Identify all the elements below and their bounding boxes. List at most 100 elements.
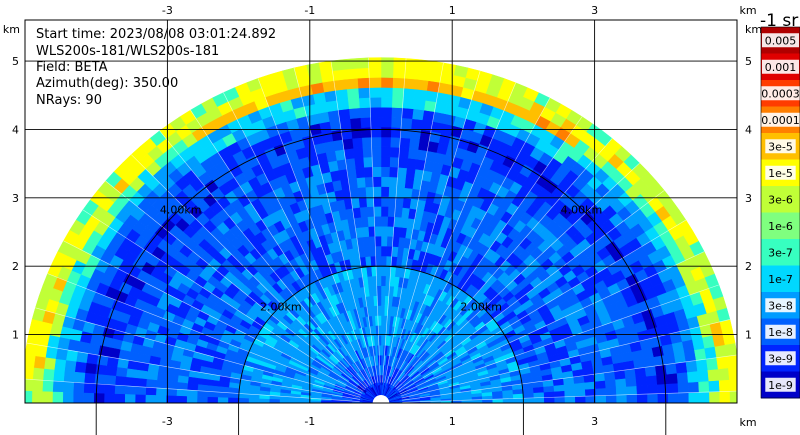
radar-cell xyxy=(400,117,413,129)
radar-cell xyxy=(405,167,416,180)
radar-cell xyxy=(375,245,382,257)
ray-gap xyxy=(293,67,377,384)
radar-cell xyxy=(390,126,402,138)
y-tick-label-left: 5 xyxy=(12,55,19,68)
radar-cell xyxy=(392,77,405,89)
radar-cell xyxy=(523,397,535,403)
radar-cell xyxy=(380,245,387,257)
axis-unit-label: km xyxy=(739,416,756,429)
radar-cell xyxy=(380,265,387,277)
radar-cell xyxy=(410,118,423,130)
colorbar-tick-label: 1e-6 xyxy=(768,220,793,233)
axes: -3 -3 -1 -1 1 1 3 3 1 1 2 2 3 3 4 4 5 5 km km km km xyxy=(3,4,762,429)
radar-cell xyxy=(380,354,383,366)
radar-cell xyxy=(176,382,188,391)
ray-gap xyxy=(398,219,687,393)
radar-cell xyxy=(408,138,420,150)
radar-cell xyxy=(53,358,67,372)
radar-cell xyxy=(375,265,382,277)
radar-cell xyxy=(502,398,514,403)
radar-cell xyxy=(207,385,219,393)
radar-cell xyxy=(380,305,385,316)
ray-gap xyxy=(400,251,705,395)
radar-cell xyxy=(95,364,107,376)
radar-cell xyxy=(724,342,737,357)
radar-cell xyxy=(380,77,394,88)
radar-cell xyxy=(380,97,393,108)
radar-cell xyxy=(380,225,388,237)
radar-cell xyxy=(380,57,394,68)
radar-cell xyxy=(685,360,698,373)
colorbar-tick-label: 1e-5 xyxy=(768,167,793,180)
radar-cell xyxy=(391,107,403,119)
radar-cell xyxy=(396,176,406,188)
radar-cell xyxy=(357,186,367,198)
radar-cell xyxy=(387,206,396,217)
colorbar-label-bg xyxy=(765,351,796,366)
ray-gap xyxy=(368,57,381,383)
radar-cell xyxy=(667,392,679,403)
radar-cell xyxy=(364,176,374,188)
radar-cell xyxy=(564,396,576,403)
radar-cell xyxy=(402,97,415,110)
radar-cell xyxy=(114,393,126,403)
ray-gap xyxy=(190,109,370,386)
radar-cell xyxy=(217,391,229,399)
radar-cell xyxy=(391,97,404,109)
radar-cell xyxy=(391,87,405,99)
colorbar-tick-label: 1e-8 xyxy=(768,326,793,339)
radar-cell xyxy=(84,362,97,375)
radar-cell xyxy=(626,394,638,403)
radar-cell xyxy=(31,391,43,403)
range-ring-tail xyxy=(238,403,524,435)
radar-cell xyxy=(93,383,105,394)
radar-cell xyxy=(380,315,385,326)
colorbar-label-bg xyxy=(758,86,800,101)
radar-cell xyxy=(615,378,627,388)
radar-cell xyxy=(258,398,270,403)
y-tick-label-right: 3 xyxy=(745,192,752,205)
radar-cell xyxy=(698,391,710,403)
radar-cell xyxy=(375,255,382,267)
radar-cell xyxy=(197,384,209,392)
radar-cell xyxy=(217,397,229,403)
radar-cell xyxy=(390,256,398,267)
radar-cell xyxy=(595,395,607,403)
radar-cell xyxy=(392,236,400,248)
colorbar: 0.005 0.001 0.0003 0.0001 3e-5 1e-5 3e-6 1e-6 3e… xyxy=(758,11,800,399)
radar-cell xyxy=(45,346,58,360)
instrument-label: WLS200s-181/WLS200s-181 xyxy=(36,44,219,59)
radar-cell xyxy=(719,391,731,403)
radar-cell xyxy=(392,57,407,69)
radar-cell xyxy=(403,187,413,199)
radar-cell xyxy=(677,382,690,394)
radar-cell xyxy=(389,146,400,158)
radar-cell xyxy=(145,386,157,396)
radar-cell xyxy=(394,206,403,218)
radar-cell xyxy=(371,136,382,148)
radar-cell xyxy=(41,391,53,403)
radar-cell xyxy=(305,62,321,76)
radar-cell xyxy=(125,377,137,387)
radar-cell xyxy=(482,399,494,403)
radar-cell xyxy=(337,108,351,121)
radar-cell xyxy=(369,97,382,108)
radar-cell xyxy=(368,57,382,68)
radar-cell xyxy=(342,138,354,150)
radar-cell xyxy=(25,366,34,380)
radar-cell xyxy=(399,137,411,149)
radar-cell xyxy=(55,347,68,361)
radar-cell xyxy=(351,137,363,149)
radar-cell xyxy=(395,186,405,198)
radar-cell xyxy=(635,375,648,387)
radar-cell xyxy=(186,396,198,403)
radar-cell xyxy=(722,330,736,345)
ray-gap xyxy=(382,58,407,383)
radar-cell xyxy=(441,62,457,76)
radar-cell xyxy=(636,384,648,395)
radar-cell xyxy=(667,382,679,394)
radar-cell xyxy=(372,176,382,187)
radar-cell xyxy=(380,295,386,306)
radar-cell xyxy=(103,384,116,395)
